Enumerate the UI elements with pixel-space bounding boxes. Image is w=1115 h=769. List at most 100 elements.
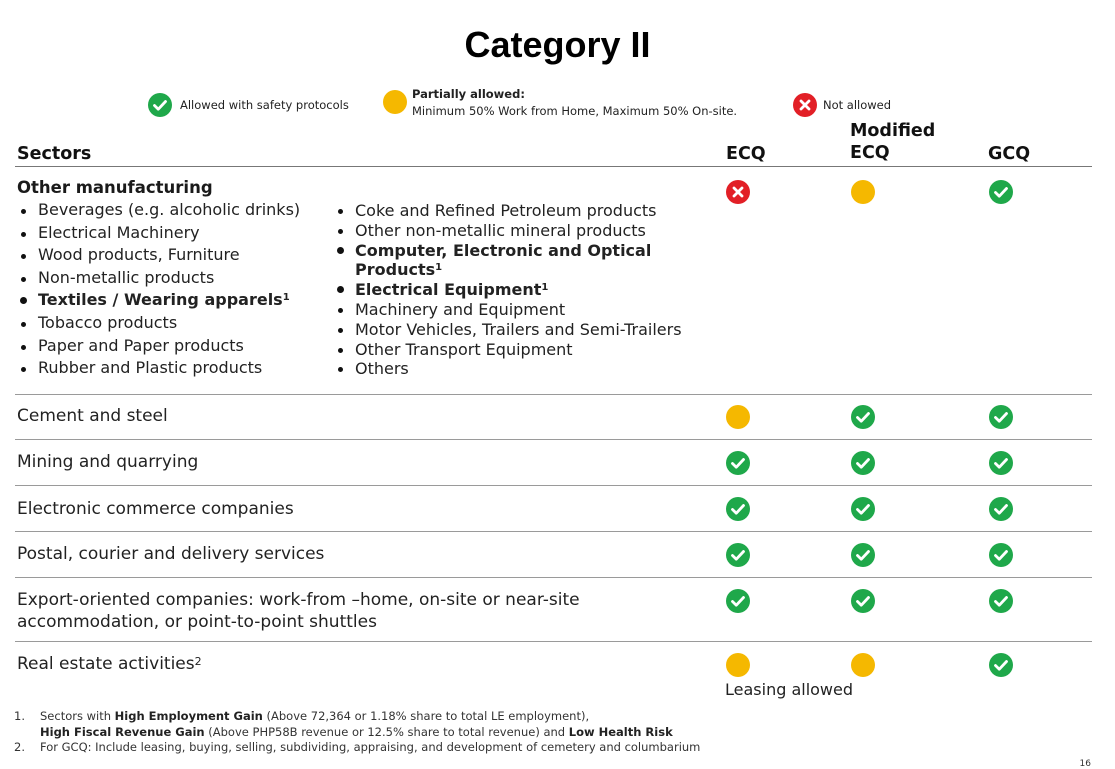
legend-allowed-label: Allowed with safety protocols: [180, 98, 349, 112]
check-circle-icon: [989, 405, 1013, 429]
row-label-ecommerce: Electronic commerce companies: [17, 499, 294, 519]
list-item: Electrical Machinery: [17, 222, 300, 245]
footnote-1-text-c: (Above 72,364 or 1.18% share to total LE…: [262, 709, 590, 723]
row-label-cement: Cement and steel: [17, 406, 168, 426]
page-title: Category II: [464, 24, 651, 65]
row-label-export-line1: Export-oriented companies: work-from –ho…: [17, 590, 580, 610]
list-item-text: Electrical Equipment: [355, 280, 542, 300]
check-circle-icon: [851, 543, 875, 567]
check-circle-icon: [851, 589, 875, 613]
check-circle-icon: [851, 497, 875, 521]
header-mecq: Modified ECQ: [850, 120, 935, 164]
legend-not-allowed-label: Not allowed: [823, 98, 892, 112]
cross-circle-icon: [726, 180, 750, 204]
partial-circle-icon: [851, 653, 875, 677]
footnote-1-bold-b: High Employment Gain: [114, 709, 263, 723]
header-mecq-line2: ECQ: [850, 143, 890, 163]
row-divider: [15, 485, 1092, 486]
list-item: Paper and Paper products: [17, 335, 300, 358]
list-item-text: Textiles / Wearing apparels: [38, 290, 283, 310]
check-circle-icon: [989, 653, 1013, 677]
list-item: Rubber and Plastic products: [17, 357, 300, 380]
footnote-1-bold-d: High Fiscal Revenue Gain: [40, 724, 205, 739]
check-circle-icon: [989, 451, 1013, 475]
header-gcq: GCQ: [988, 144, 1031, 164]
footnote-1-text-e: (Above PHP58B revenue or 12.5% share to …: [204, 724, 569, 739]
footnote-ref: 1: [541, 282, 549, 294]
list-item-text: Wood products, Furniture: [38, 245, 240, 265]
list-item-text: Rubber and Plastic products: [38, 358, 263, 378]
list-item: Non-metallic products: [17, 267, 300, 290]
list-item-text: Coke and Refined Petroleum products: [355, 201, 657, 220]
list-item-text: Other non-metallic mineral products: [355, 220, 646, 240]
partial-circle-icon: [726, 653, 750, 677]
list-item: Beverages (e.g. alcoholic drinks): [17, 199, 300, 222]
partial-circle-icon: [726, 405, 750, 429]
row-divider: [15, 439, 1092, 440]
check-circle-icon: [726, 451, 750, 475]
row-divider: [15, 577, 1092, 578]
list-item: Computer, Electronic and Optical Product…: [334, 241, 714, 281]
manufacturing-title: Other manufacturing: [17, 178, 213, 197]
header-divider: [15, 166, 1092, 167]
list-item-text: Tobacco products: [38, 312, 178, 332]
list-item-text: Beverages (e.g. alcoholic drinks): [38, 200, 301, 219]
footnote-1-number: 1.: [14, 709, 25, 723]
check-circle-icon: [851, 451, 875, 475]
row-label-real-estate: Real estate activities2: [17, 653, 202, 675]
legend-partial-desc: Minimum 50% Work from Home, Maximum 50% …: [412, 104, 738, 118]
list-item: Others: [334, 359, 714, 379]
header-mecq-line1: Modified: [850, 121, 936, 141]
list-item: Other Transport Equipment: [334, 340, 714, 360]
check-circle-icon: [726, 543, 750, 567]
footnote-1: 1. Sectors with High Employment Gain (Ab…: [14, 709, 700, 740]
footnotes: 1. Sectors with High Employment Gain (Ab…: [14, 709, 700, 756]
footnote-2-text: For GCQ: Include leasing, buying, sellin…: [40, 740, 701, 754]
row-label-export-line2: accommodation, or point-to-point shuttle…: [17, 612, 377, 632]
row-divider: [15, 641, 1092, 642]
check-circle-icon: [989, 589, 1013, 613]
footnote-2-number: 2.: [14, 740, 25, 754]
check-circle-icon: [989, 497, 1013, 521]
check-circle-icon: [726, 589, 750, 613]
list-item-text: Others: [355, 359, 409, 379]
list-item-text: Electrical Machinery: [38, 222, 200, 242]
list-item-text: Computer, Electronic and Optical Product…: [355, 240, 652, 280]
footnote-1-text-a: Sectors with: [40, 709, 115, 723]
list-item-text: Motor Vehicles, Trailers and Semi-Traile…: [355, 319, 682, 339]
header-ecq: ECQ: [726, 144, 766, 164]
check-circle-icon: [148, 93, 172, 117]
list-item: Textiles / Wearing apparels1: [17, 289, 300, 312]
list-item: Electrical Equipment1: [334, 280, 714, 300]
partial-circle-icon: [383, 90, 407, 114]
list-item-text: Other Transport Equipment: [355, 339, 573, 359]
footnote-ref: 1: [435, 262, 443, 274]
legend-partial-title: Partially allowed:: [412, 87, 525, 101]
check-circle-icon: [726, 497, 750, 521]
row-divider: [15, 394, 1092, 395]
footnote-2: 2. For GCQ: Include leasing, buying, sel…: [14, 740, 700, 756]
partial-circle-icon: [851, 180, 875, 204]
list-item: Tobacco products: [17, 312, 300, 335]
header-sectors: Sectors: [17, 144, 92, 164]
check-circle-icon: [989, 543, 1013, 567]
list-item-text: Paper and Paper products: [38, 335, 244, 355]
list-item: Wood products, Furniture: [17, 244, 300, 267]
row-label-export: Export-oriented companies: work-from –ho…: [17, 589, 580, 633]
list-item-text: Machinery and Equipment: [355, 299, 566, 319]
row-label-real-estate-text: Real estate activities: [17, 654, 195, 674]
legend-allowed: Allowed with safety protocols: [148, 93, 349, 117]
manufacturing-list-left: Beverages (e.g. alcoholic drinks) Electri…: [17, 199, 300, 380]
legend-partial: Partially allowed: Minimum 50% Work from…: [383, 86, 737, 120]
list-item: Other non-metallic mineral products: [334, 221, 714, 241]
list-item: Machinery and Equipment: [334, 300, 714, 320]
cross-circle-icon: [793, 93, 817, 117]
row-label-postal: Postal, courier and delivery services: [17, 544, 325, 564]
legend-not-allowed: Not allowed: [793, 93, 891, 117]
row-divider: [15, 531, 1092, 532]
list-item-text: Non-metallic products: [38, 267, 215, 287]
list-item: Motor Vehicles, Trailers and Semi-Traile…: [334, 320, 714, 340]
footnote-ref: 1: [282, 292, 290, 304]
list-item: Coke and Refined Petroleum products: [334, 201, 714, 221]
leasing-note: Leasing allowed: [725, 680, 854, 699]
